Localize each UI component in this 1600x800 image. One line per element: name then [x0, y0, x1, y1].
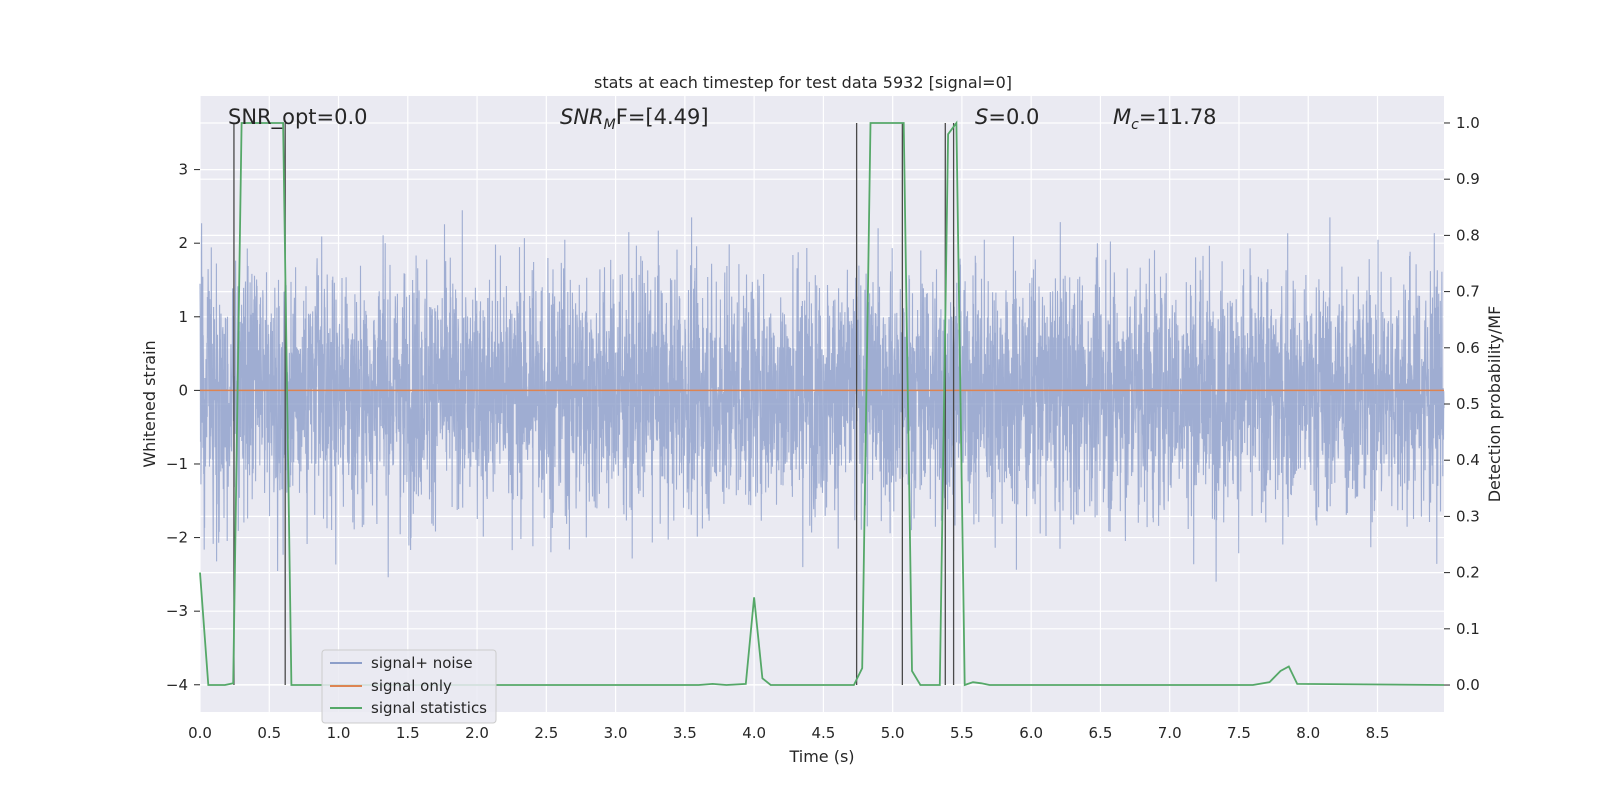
- legend: signal+ noise signal only signal statist…: [321, 649, 497, 724]
- s-label: S: [975, 105, 988, 129]
- right-y-tick-label: 0.4: [1456, 451, 1480, 469]
- x-tick-label: 6.5: [1089, 724, 1113, 742]
- mc-label: M: [1113, 105, 1131, 129]
- x-tick-label: 4.5: [811, 724, 835, 742]
- right-y-tick-label: 0.8: [1456, 226, 1480, 244]
- x-tick-label: 2.5: [534, 724, 558, 742]
- legend-label-statistics: signal statistics: [371, 699, 487, 717]
- right-y-tick-label: 1.0: [1456, 114, 1480, 132]
- mc-annotation: Mc=11.78: [1113, 105, 1217, 133]
- x-tick-label: 2.0: [465, 724, 489, 742]
- y-tick-label: 3: [178, 161, 188, 179]
- x-tick-label: 1.0: [327, 724, 351, 742]
- y-tick-label: −3: [166, 602, 188, 620]
- x-tick-label: 8.5: [1366, 724, 1390, 742]
- signal-statistics-line: [199, 120, 1445, 687]
- snr-mf-annotation: SNRMF=[4.49]: [560, 105, 709, 133]
- y-tick-label: −1: [166, 455, 188, 473]
- signal-noise-line: [199, 210, 1445, 582]
- s-annotation: S=0.0: [975, 105, 1039, 129]
- x-tick-label: 7.5: [1227, 724, 1251, 742]
- annotations: SNR_opt=0.0 SNRMF=[4.49] S=0.0 Mc=11.78: [228, 105, 1217, 133]
- right-y-tick-label: 0.7: [1456, 283, 1480, 301]
- x-tick-label: 4.0: [742, 724, 766, 742]
- y-axis-ticks: −4 −3 −2 −1 0 1 2 3: [166, 161, 200, 694]
- right-y-tick-label: 0.0: [1456, 676, 1480, 694]
- x-tick-label: 3.0: [604, 724, 628, 742]
- y-tick-label: 0: [178, 381, 188, 399]
- x-tick-label: 0.0: [188, 724, 212, 742]
- snr-mf-suffix: F=[4.49]: [616, 105, 709, 129]
- x-tick-label: 3.5: [673, 724, 697, 742]
- x-tick-label: 0.5: [257, 724, 281, 742]
- snr-opt-annotation: SNR_opt=0.0: [228, 105, 368, 130]
- y-tick-label: 2: [178, 234, 188, 252]
- right-y-tick-label: 0.2: [1456, 564, 1480, 582]
- x-axis-label: Time (s): [788, 747, 854, 766]
- x-axis-ticks: 0.0 0.5 1.0 1.5 2.0 2.5 3.0 3.5 4.0 4.5 5.0 5.5 6.0 6…: [188, 724, 1389, 742]
- legend-label-noise: signal+ noise: [371, 654, 473, 672]
- x-tick-label: 6.0: [1019, 724, 1043, 742]
- right-y-tick-label: 0.6: [1456, 339, 1480, 357]
- y-tick-label: −4: [166, 676, 188, 694]
- legend-label-signal-only: signal only: [371, 677, 452, 695]
- vertical-markers: [233, 122, 955, 686]
- mc-subscript: c: [1131, 117, 1139, 133]
- signal-noise-series: [199, 210, 1445, 582]
- x-tick-label: 5.0: [881, 724, 905, 742]
- y-tick-label: 1: [178, 308, 188, 326]
- right-y-tick-label: 0.1: [1456, 620, 1480, 638]
- right-y-tick-label: 0.5: [1456, 395, 1480, 413]
- snr-mf-subscript: M: [604, 117, 616, 133]
- chart-title: stats at each timestep for test data 593…: [594, 73, 1012, 92]
- x-tick-label: 5.5: [950, 724, 974, 742]
- x-tick-label: 7.0: [1158, 724, 1182, 742]
- right-y-tick-label: 0.3: [1456, 507, 1480, 525]
- right-y-axis-ticks: 0.0 0.1 0.2 0.3 0.4 0.5 0.6 0.7 0.8 0.9 1.0: [1444, 114, 1480, 694]
- x-tick-label: 8.0: [1296, 724, 1320, 742]
- right-y-tick-label: 0.9: [1456, 170, 1480, 188]
- right-y-axis-label: Detection probability/MF: [1485, 306, 1504, 503]
- snr-mf-prefix: SNR: [560, 105, 604, 129]
- x-tick-label: 1.5: [396, 724, 420, 742]
- mc-value: =11.78: [1139, 105, 1217, 129]
- s-value: =0.0: [988, 105, 1039, 129]
- y-axis-label: Whitened strain: [140, 340, 159, 467]
- signal-statistics-series: [199, 120, 1445, 687]
- y-tick-label: −2: [166, 529, 188, 547]
- legend-box: [321, 649, 497, 724]
